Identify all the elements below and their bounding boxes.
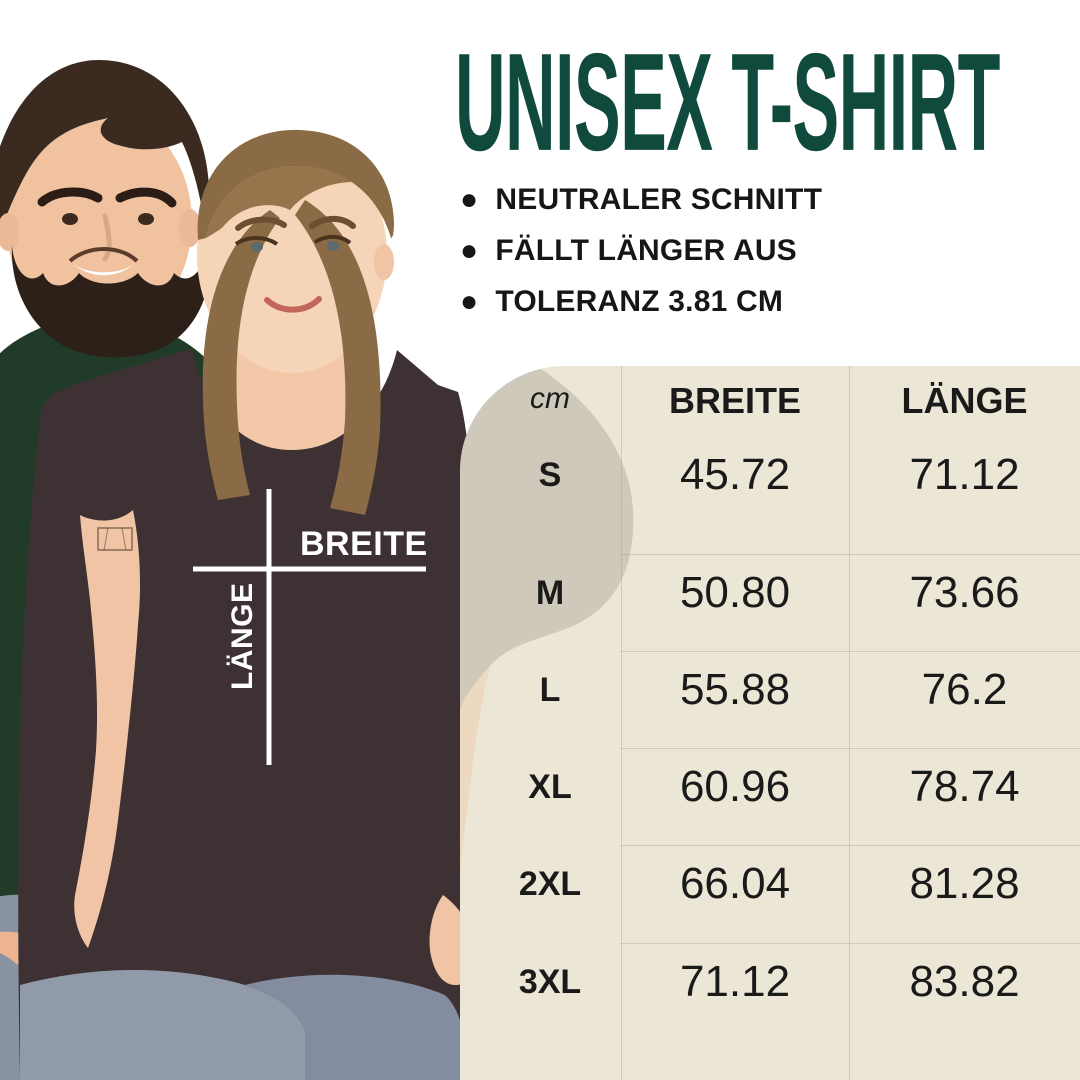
svg-text:BREITE: BREITE (300, 525, 428, 563)
svg-text:LÄNGE: LÄNGE (226, 583, 259, 691)
